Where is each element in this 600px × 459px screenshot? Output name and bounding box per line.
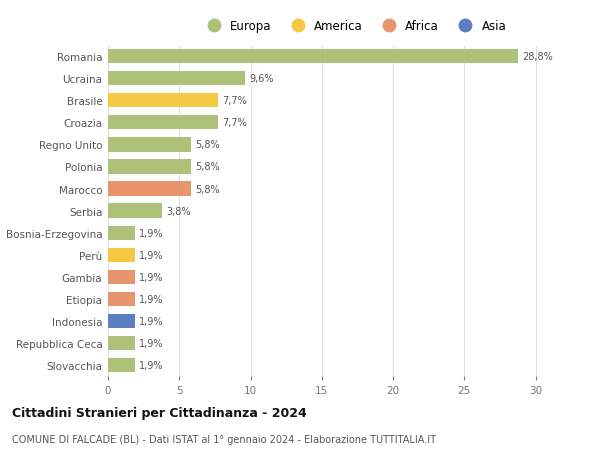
Text: 1,9%: 1,9% bbox=[139, 250, 164, 260]
Bar bbox=[108, 336, 135, 351]
Bar bbox=[108, 116, 218, 130]
Bar bbox=[108, 94, 218, 108]
Text: 1,9%: 1,9% bbox=[139, 338, 164, 348]
Text: 1,9%: 1,9% bbox=[139, 228, 164, 238]
Bar bbox=[108, 182, 191, 196]
Text: 1,9%: 1,9% bbox=[139, 360, 164, 370]
Bar bbox=[108, 226, 135, 241]
Text: 28,8%: 28,8% bbox=[523, 52, 553, 62]
Bar bbox=[108, 248, 135, 263]
Text: 9,6%: 9,6% bbox=[249, 74, 274, 84]
Text: 5,8%: 5,8% bbox=[195, 140, 220, 150]
Bar bbox=[108, 72, 245, 86]
Text: 7,7%: 7,7% bbox=[222, 96, 247, 106]
Bar bbox=[108, 50, 518, 64]
Bar bbox=[108, 270, 135, 285]
Bar bbox=[108, 204, 162, 218]
Text: 7,7%: 7,7% bbox=[222, 118, 247, 128]
Bar bbox=[108, 358, 135, 373]
Text: Cittadini Stranieri per Cittadinanza - 2024: Cittadini Stranieri per Cittadinanza - 2… bbox=[12, 406, 307, 419]
Bar bbox=[108, 160, 191, 174]
Text: 3,8%: 3,8% bbox=[166, 206, 191, 216]
Text: 1,9%: 1,9% bbox=[139, 272, 164, 282]
Text: COMUNE DI FALCADE (BL) - Dati ISTAT al 1° gennaio 2024 - Elaborazione TUTTITALIA: COMUNE DI FALCADE (BL) - Dati ISTAT al 1… bbox=[12, 434, 436, 444]
Legend: Europa, America, Africa, Asia: Europa, America, Africa, Asia bbox=[202, 20, 506, 33]
Text: 5,8%: 5,8% bbox=[195, 184, 220, 194]
Bar bbox=[108, 314, 135, 329]
Text: 5,8%: 5,8% bbox=[195, 162, 220, 172]
Bar bbox=[108, 292, 135, 307]
Bar bbox=[108, 138, 191, 152]
Text: 1,9%: 1,9% bbox=[139, 316, 164, 326]
Text: 1,9%: 1,9% bbox=[139, 294, 164, 304]
